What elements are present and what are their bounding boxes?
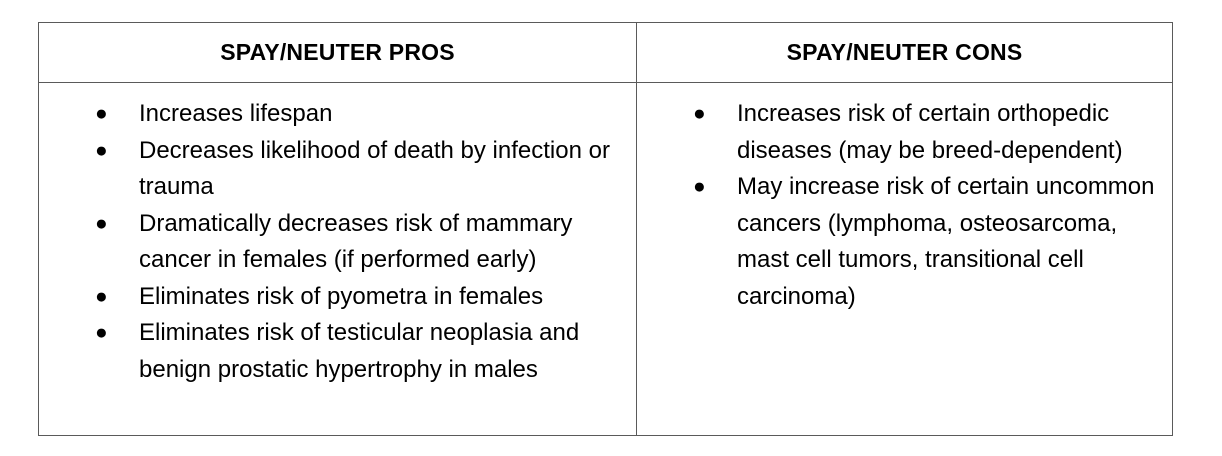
- list-item: ● Increases risk of certain orthopedic di…: [689, 96, 1172, 169]
- cons-cell: ● Increases risk of certain orthopedic di…: [689, 83, 1172, 315]
- list-item-text: Dramatically decreases risk of mammary c…: [139, 209, 573, 274]
- cons-header: SPAY/NEUTER CONS: [786, 39, 1023, 65]
- list-item-text: Increases risk of certain orthopedic dis…: [737, 100, 1123, 164]
- list-item-text: May increase risk of certain uncommon ca…: [737, 173, 1155, 310]
- list-item: ● Increases lifespan: [91, 96, 636, 133]
- bullet-icon: ●: [95, 138, 108, 162]
- bullet-icon: ●: [95, 211, 108, 235]
- list-item-text: Eliminates risk of pyometra in females: [139, 282, 544, 310]
- column-divider: [636, 23, 637, 435]
- bullet-icon: ●: [693, 102, 706, 125]
- pros-header: SPAY/NEUTER PROS: [220, 39, 455, 65]
- bullet-icon: ●: [95, 102, 108, 125]
- header-divider: [39, 82, 1172, 83]
- bullet-icon: ●: [95, 284, 108, 308]
- list-item-text: Decreases likelihood of death by infecti…: [139, 136, 610, 201]
- list-item: ● Decreases likelihood of death by infect…: [91, 133, 636, 206]
- list-item: ● Eliminates risk of testicular neoplasia…: [91, 315, 636, 388]
- list-item: ● Eliminates risk of pyometra in females: [91, 279, 636, 316]
- pros-list: ● Increases lifespan ● Decreases likelihoo…: [91, 83, 636, 388]
- list-item: ● Dramatically decreases risk of mammary …: [91, 206, 636, 279]
- bullet-icon: ●: [693, 175, 706, 198]
- cons-list: ● Increases risk of certain orthopedic di…: [689, 83, 1172, 315]
- list-item: ● May increase risk of certain uncommon c…: [689, 169, 1172, 315]
- bullet-icon: ●: [95, 321, 108, 344]
- list-item-text: Increases lifespan: [139, 100, 333, 127]
- list-item-text: Eliminates risk of testicular neoplasia …: [139, 319, 580, 383]
- pros-cons-table: SPAY/NEUTER PROS SPAY/NEUTER CONS ● Incre…: [38, 22, 1173, 436]
- pros-cell: ● Increases lifespan ● Decreases likelihoo…: [91, 83, 636, 388]
